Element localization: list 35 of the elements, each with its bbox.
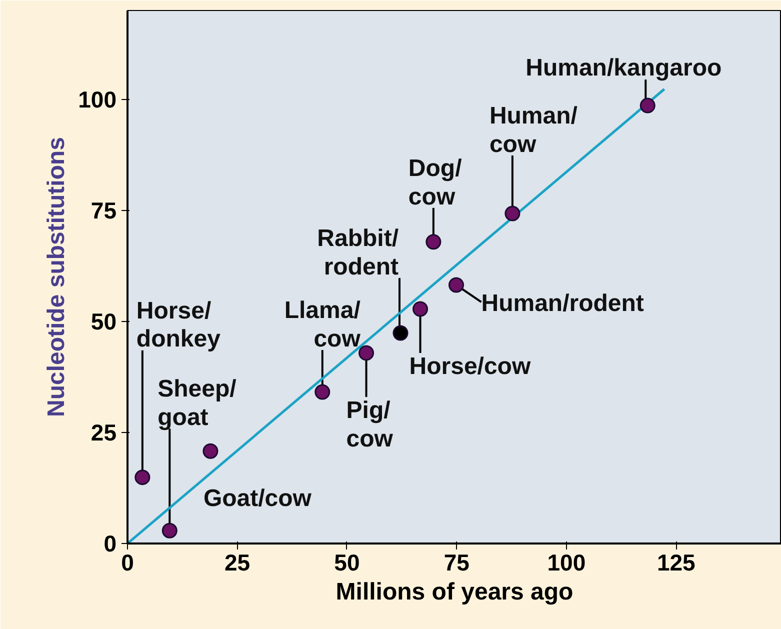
y-tick-label: 50 [90,308,117,334]
annotation: Sheep/ goat [158,376,237,431]
annotation: Pig/ cow [346,396,394,452]
y-tick-label: 75 [90,197,117,224]
y-tick-label: 100 [78,86,116,112]
annotation: Llama/ cow [284,297,361,352]
x-tick-label: 50 [334,550,360,576]
x-tick-label: 75 [444,550,470,576]
point [426,234,442,250]
annotation: Rabbit/ rodent [317,224,399,280]
point [134,470,150,486]
x-tick-label: 100 [547,550,586,576]
point [392,325,408,341]
annotation: Human/rodent [481,290,644,317]
point [412,301,428,317]
annotation: Horse/ donkey [136,297,222,353]
annotation: Goat/cow [203,485,312,512]
annotation: Human/ cow [489,102,578,158]
annotation: Dog/ cow [408,154,462,210]
x-tick-label: 0 [121,550,134,576]
point [314,384,330,400]
point [504,206,520,222]
point [448,277,464,293]
x-tick-label: 125 [656,550,696,576]
annotation: Horse/cow [409,352,531,380]
annotation: Human/kangaroo [526,54,722,82]
point [640,98,656,114]
point [358,345,374,361]
x-axis-title: Millions of years ago [336,578,574,606]
point [202,443,218,459]
x-tick-label: 25 [224,550,250,576]
y-tick-label: 0 [104,530,117,556]
y-tick-label: 25 [90,419,117,446]
y-axis-title: Nucleotide substitutions [43,136,70,418]
point [162,522,178,538]
